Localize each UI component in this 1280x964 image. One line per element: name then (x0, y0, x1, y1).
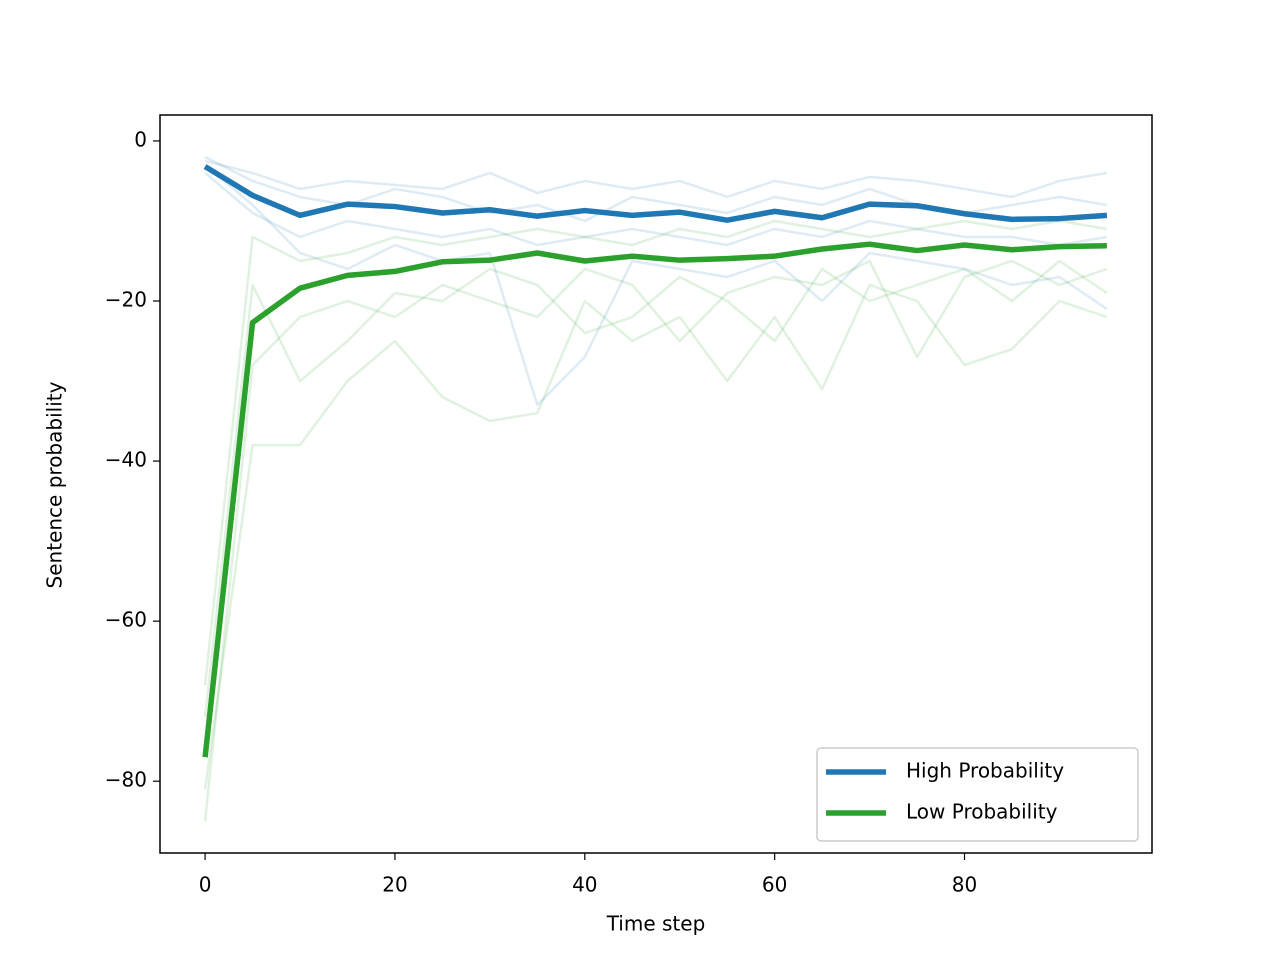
trace-line (203, 283, 1108, 790)
trace-line (204, 159, 1108, 199)
y-tick-label: −80 (105, 768, 147, 792)
series-line (203, 164, 1108, 223)
series-line (202, 241, 1107, 758)
y-axis-label: Sentence probability (43, 381, 67, 588)
x-axis-label: Time step (606, 912, 706, 936)
y-tick-label: −40 (105, 448, 147, 472)
trace-line (204, 171, 1108, 247)
x-tick-label: 0 (199, 873, 212, 897)
trace-line (203, 259, 1108, 718)
trace-line (203, 219, 1108, 686)
y-tick-label: 0 (134, 127, 147, 151)
y-tick-label: −20 (105, 288, 147, 312)
legend-box (816, 747, 1139, 842)
x-tick-label: 20 (382, 873, 407, 897)
plot-frame (159, 114, 1153, 854)
trace-line (203, 259, 1108, 822)
legend-label: High Probability (906, 759, 1064, 783)
legend-label: Low Probability (906, 800, 1058, 824)
x-tick-label: 60 (762, 873, 787, 897)
x-tick-label: 40 (572, 873, 597, 897)
y-tick-label: −60 (105, 608, 147, 632)
trace-line (204, 163, 1108, 407)
x-tick-label: 80 (952, 873, 977, 897)
